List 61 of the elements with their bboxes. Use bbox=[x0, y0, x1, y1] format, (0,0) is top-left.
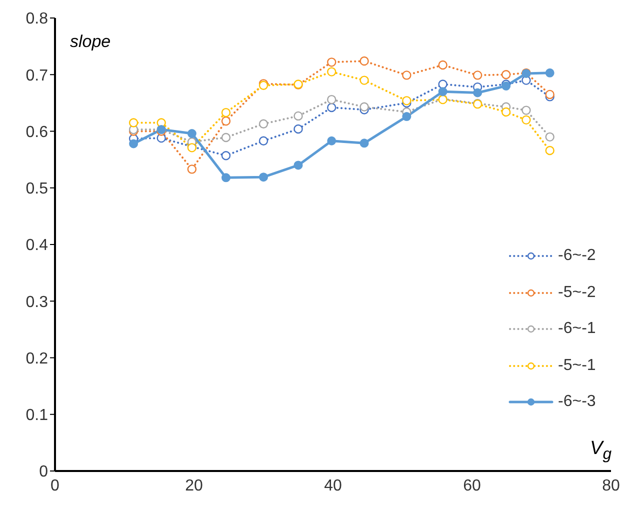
point bbox=[360, 138, 369, 148]
point bbox=[360, 102, 369, 112]
point bbox=[221, 108, 231, 118]
x-tick-label: 40 bbox=[324, 477, 342, 494]
point bbox=[545, 146, 554, 156]
y-tick-label: 0.7 bbox=[26, 67, 48, 84]
x-tick-label: 60 bbox=[463, 477, 481, 494]
point bbox=[438, 80, 448, 89]
point bbox=[360, 56, 369, 66]
x-tick-label: 0 bbox=[50, 477, 60, 494]
y-tick-label: 0.3 bbox=[26, 294, 48, 311]
x-tick-label: 20 bbox=[185, 477, 203, 494]
x-axis-title: V$_{g}$ bbox=[590, 438, 612, 464]
point bbox=[402, 96, 412, 106]
point bbox=[187, 164, 197, 174]
point bbox=[402, 112, 412, 122]
legend-label: -6~-1 bbox=[558, 320, 596, 338]
point bbox=[545, 90, 554, 100]
point bbox=[360, 76, 369, 85]
point bbox=[472, 70, 482, 80]
y-tick-label: 0.8 bbox=[26, 10, 48, 28]
point bbox=[259, 172, 268, 182]
point bbox=[258, 136, 268, 146]
x-tick-label: 80 bbox=[602, 477, 620, 494]
point bbox=[522, 115, 531, 125]
point bbox=[187, 129, 196, 138]
point bbox=[221, 151, 231, 160]
legend-label: -6~-3 bbox=[558, 393, 596, 412]
point bbox=[402, 70, 412, 80]
legend-label: -6~-2 bbox=[558, 247, 596, 266]
point bbox=[294, 160, 303, 170]
point bbox=[327, 102, 336, 112]
point bbox=[327, 58, 336, 67]
y-tick-label: 0.1 bbox=[26, 407, 48, 424]
point bbox=[545, 68, 554, 78]
legend-label: -5~-2 bbox=[558, 284, 596, 302]
point bbox=[327, 67, 336, 76]
point bbox=[221, 116, 231, 126]
y-tick-label: 0.5 bbox=[26, 180, 48, 198]
y-tick-label: 0.6 bbox=[26, 124, 48, 141]
y-tick-label: 0.2 bbox=[26, 350, 48, 368]
y-axis-title: slope bbox=[70, 32, 111, 52]
point bbox=[221, 132, 231, 142]
point bbox=[473, 88, 482, 98]
point bbox=[501, 107, 511, 117]
point bbox=[438, 60, 448, 70]
point bbox=[129, 139, 138, 148]
point bbox=[327, 94, 336, 104]
point bbox=[545, 132, 554, 142]
y-tick-label: 0 bbox=[39, 464, 48, 481]
point bbox=[128, 118, 138, 128]
point bbox=[258, 119, 268, 128]
point bbox=[438, 87, 448, 96]
point bbox=[221, 173, 230, 182]
legend-label: -5~-1 bbox=[558, 356, 596, 375]
point bbox=[294, 124, 303, 134]
point bbox=[294, 111, 303, 121]
point bbox=[327, 136, 336, 146]
point bbox=[522, 106, 531, 115]
y-tick-label: 0.4 bbox=[26, 237, 48, 254]
point bbox=[501, 70, 511, 80]
